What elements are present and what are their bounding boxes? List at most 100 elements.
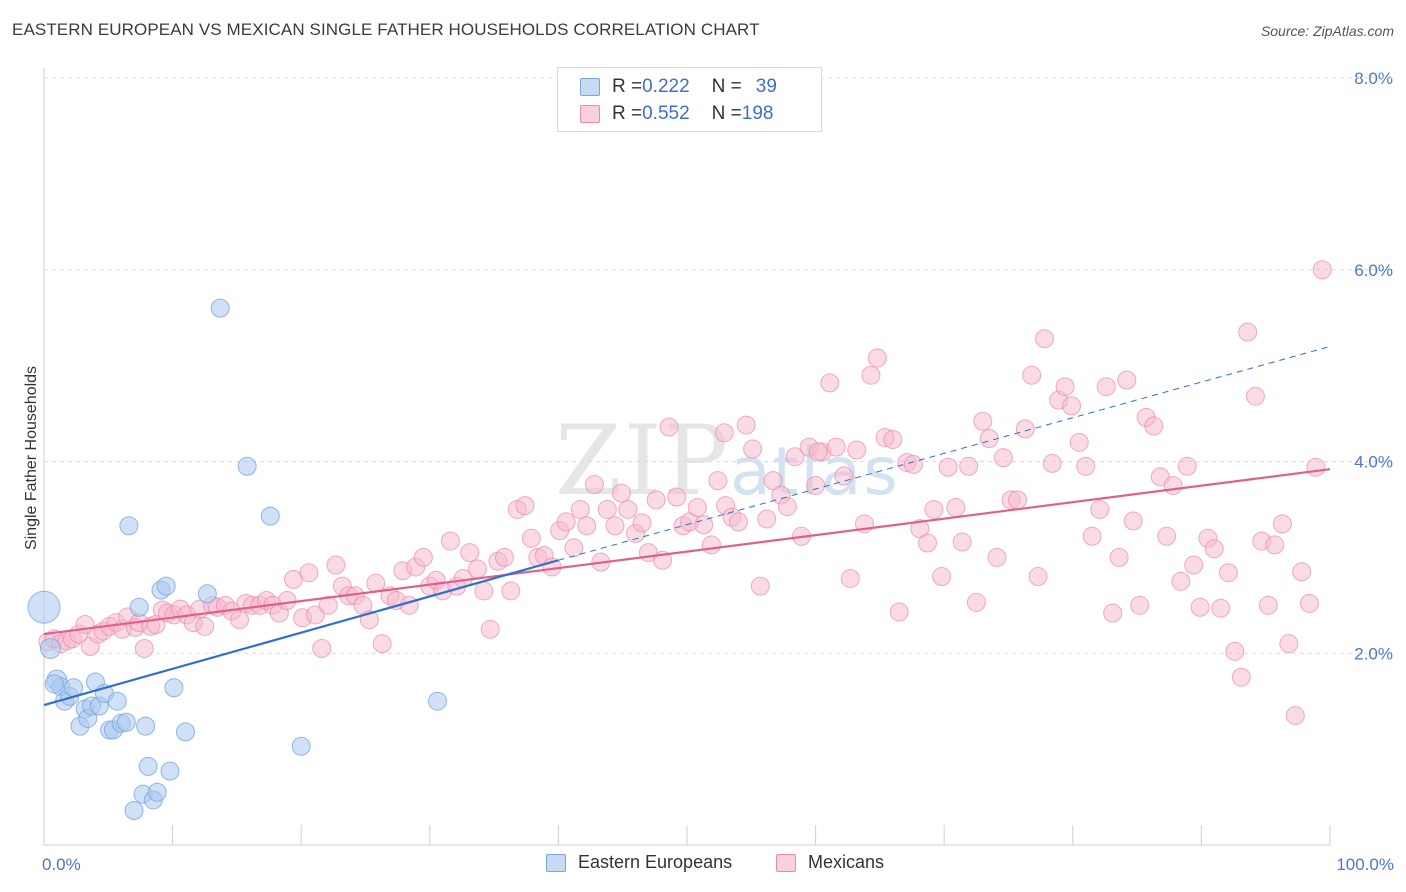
mexicans-point xyxy=(413,547,433,567)
eastern-europeans-point xyxy=(27,590,61,624)
legend-n-label: N = xyxy=(711,103,742,124)
source-label: Source: ZipAtlas.com xyxy=(1260,23,1394,39)
mexicans-point xyxy=(1015,419,1035,439)
mexicans-point xyxy=(938,457,958,477)
mexicans-point xyxy=(993,448,1013,468)
mexicans-point xyxy=(564,538,584,558)
eastern-europeans-point xyxy=(175,722,195,742)
mexicans-point xyxy=(952,532,972,552)
legend-n-label: N = xyxy=(711,76,742,97)
mexicans-point xyxy=(889,602,909,622)
eastern-europeans-point xyxy=(124,800,144,820)
mexicans-point xyxy=(1130,595,1150,615)
mexicans-point xyxy=(299,563,319,583)
mexicans-point xyxy=(736,415,756,435)
mexicans-point xyxy=(659,417,679,437)
mexicans-point xyxy=(1090,499,1110,519)
mexicans-point xyxy=(618,499,638,519)
mexicans-point xyxy=(1117,370,1137,390)
mexicans-point xyxy=(515,496,535,516)
mexicans-point xyxy=(521,528,541,548)
y-tick-label: 6.0% xyxy=(1354,261,1393,280)
mexicans-point xyxy=(1022,365,1042,385)
mexicans-point xyxy=(646,490,666,510)
mexicans-point xyxy=(932,567,952,587)
eastern-europeans-point xyxy=(164,678,184,698)
eastern-europeans-point xyxy=(136,716,156,736)
eastern-europeans-trend-line xyxy=(43,559,559,707)
mexicans-point xyxy=(1245,386,1265,406)
mexicans-point xyxy=(597,499,617,519)
mexicans-point xyxy=(750,576,770,596)
series-legend-label: Mexicans xyxy=(808,852,885,872)
mexicans-point xyxy=(840,568,860,588)
mexicans-point xyxy=(973,411,993,431)
eastern-europeans-point xyxy=(44,674,64,694)
mexicans-point xyxy=(1231,667,1251,687)
mexicans-point xyxy=(326,555,346,575)
mexicans-point xyxy=(1157,526,1177,546)
mexicans-point xyxy=(924,499,944,519)
legend-swatch-blue xyxy=(580,78,600,96)
mexicans-point xyxy=(826,437,846,457)
mexicans-trend-line xyxy=(43,468,1331,636)
mexicans-point xyxy=(467,559,487,579)
mexicans-point xyxy=(861,365,881,385)
legend-n-value: 198 xyxy=(741,103,774,124)
mexicans-point xyxy=(1042,453,1062,473)
eastern-europeans-point xyxy=(210,298,230,318)
mexicans-point xyxy=(460,543,480,563)
mexicans-point xyxy=(1279,634,1299,654)
mexicans-point xyxy=(366,573,386,593)
mexicans-point xyxy=(1225,641,1245,661)
eastern-europeans-point xyxy=(107,691,127,711)
stats-legend-row-eastern-europeans: R = 0.222 N = 39 xyxy=(580,76,777,98)
mexicans-point xyxy=(1144,416,1164,436)
mexicans-point xyxy=(570,499,590,519)
mexicans-point xyxy=(808,442,828,462)
mexicans-point xyxy=(632,513,652,533)
mexicans-point xyxy=(584,475,604,495)
mexicans-point xyxy=(1082,526,1102,546)
mexicans-point xyxy=(777,497,797,517)
mexicans-point xyxy=(1076,456,1096,476)
mexicans-point xyxy=(728,512,748,532)
mexicans-point xyxy=(687,498,707,518)
legend-r-value: 0.552 xyxy=(642,103,690,124)
mexicans-point xyxy=(474,581,494,601)
mexicans-point xyxy=(708,471,728,491)
mexicans-point xyxy=(883,429,903,449)
mexicans-point xyxy=(1292,562,1312,582)
eastern-europeans-point xyxy=(138,756,158,776)
mexicans-point xyxy=(1258,595,1278,615)
mexicans-point xyxy=(1177,456,1197,476)
mexicans-point xyxy=(1028,567,1048,587)
mexicans-point xyxy=(1285,706,1305,726)
eastern-europeans-point xyxy=(147,782,167,802)
mexicans-point xyxy=(1008,490,1028,510)
series-legend: Eastern Europeans Mexicans xyxy=(0,852,1406,876)
eastern-europeans-point xyxy=(428,691,448,711)
mexicans-point xyxy=(1218,563,1238,583)
mexicans-point xyxy=(1238,322,1258,342)
mexicans-point xyxy=(714,423,734,443)
mexicans-point xyxy=(1204,539,1224,559)
mexicans-point xyxy=(1299,593,1319,613)
eastern-europeans-point xyxy=(129,597,149,617)
mexicans-point xyxy=(494,547,514,567)
mexicans-point xyxy=(1171,571,1191,591)
mexicans-point xyxy=(1123,511,1143,531)
mexicans-point xyxy=(1312,260,1332,280)
mexicans-point xyxy=(785,447,805,467)
eastern-europeans-trend-extension xyxy=(558,345,1331,561)
eastern-europeans-point xyxy=(291,736,311,756)
mexicans-point xyxy=(917,533,937,553)
mexicans-point xyxy=(134,638,154,658)
series-swatch-blue xyxy=(546,853,566,872)
series-swatch-pink xyxy=(776,853,796,872)
mexicans-point xyxy=(1272,514,1292,534)
mexicans-point xyxy=(820,373,840,393)
stats-legend: R = 0.222 N = 39 R = 0.552 N = 198 xyxy=(557,67,822,132)
mexicans-point xyxy=(834,466,854,486)
